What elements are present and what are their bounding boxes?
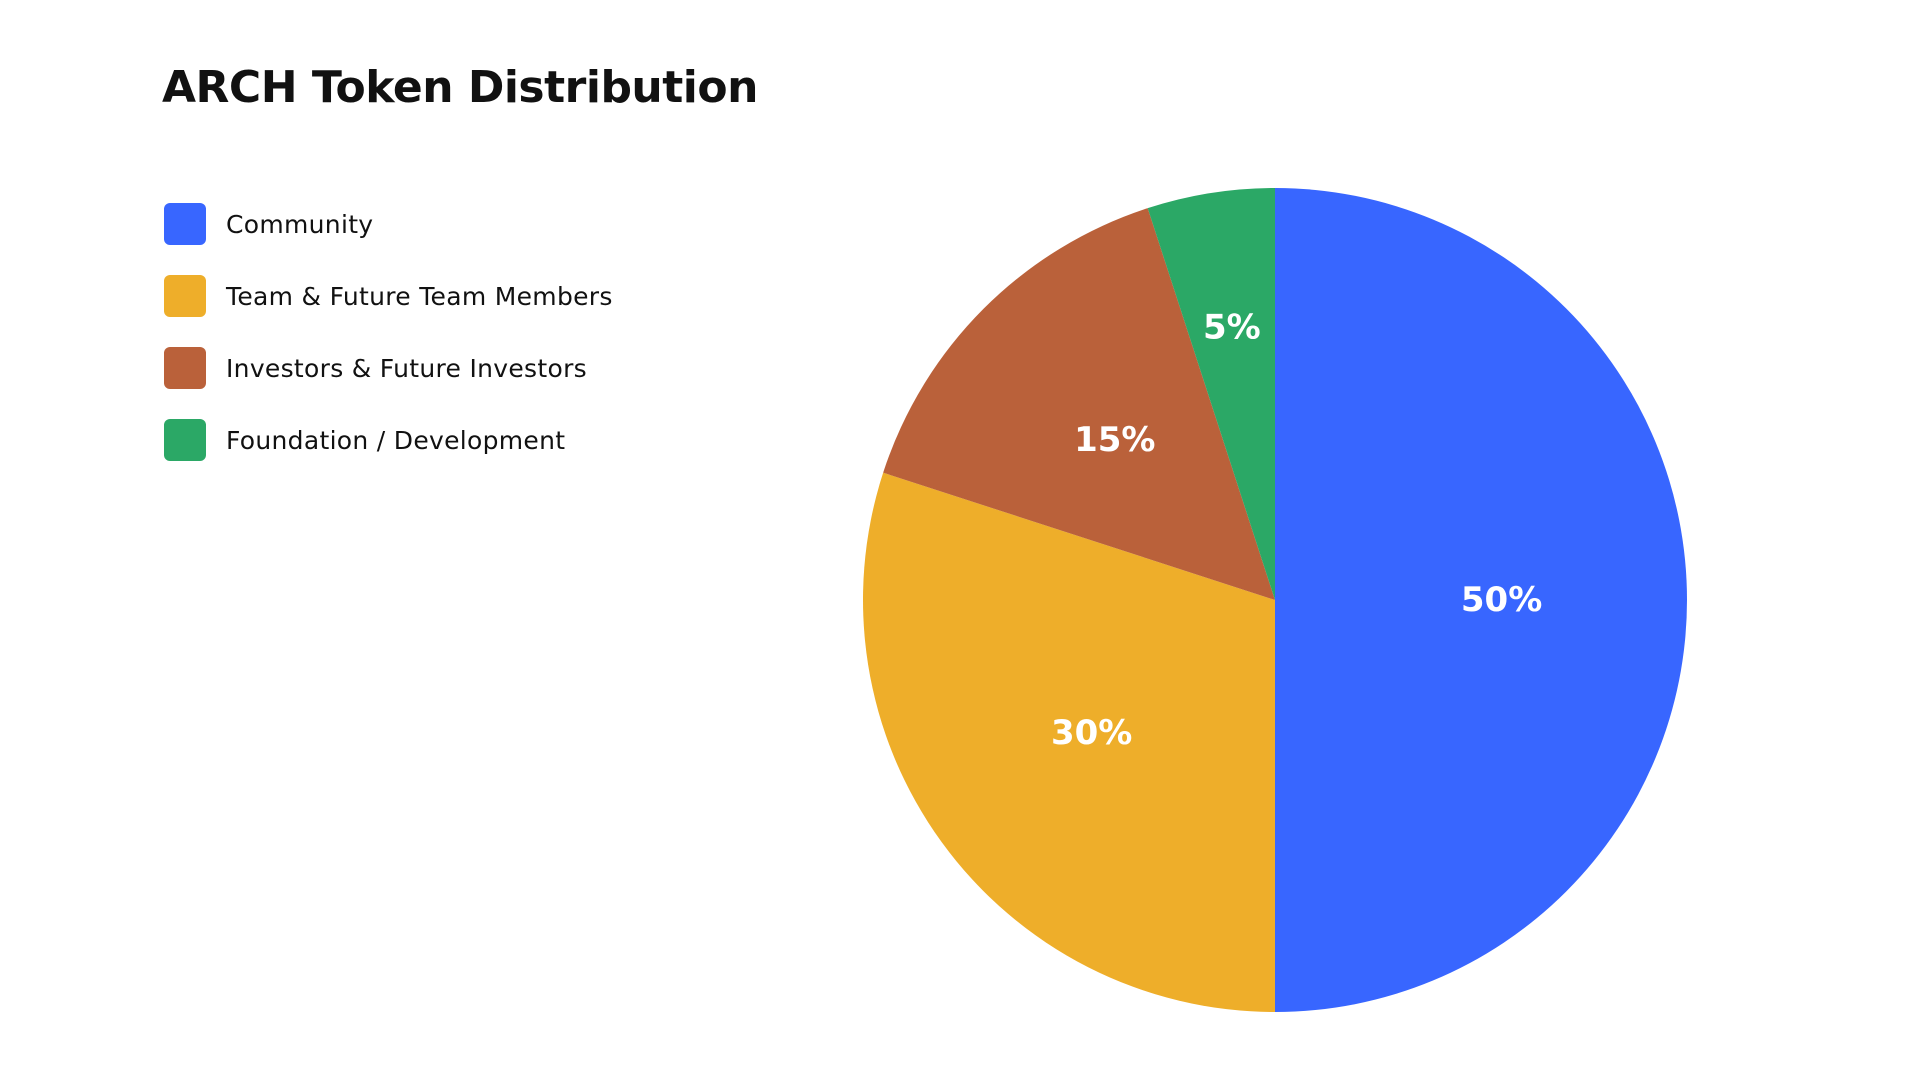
slice-team bbox=[863, 472, 1275, 1012]
slice-value-label: 15% bbox=[1074, 420, 1155, 460]
slice-value-label: 30% bbox=[1051, 713, 1132, 753]
legend-swatch bbox=[164, 203, 206, 245]
legend-swatch bbox=[164, 347, 206, 389]
legend-label: Foundation / Development bbox=[226, 425, 566, 455]
slice-value-label: 50% bbox=[1461, 580, 1542, 620]
chart-legend: Community Team & Future Team Members Inv… bbox=[164, 188, 613, 476]
legend-item-team: Team & Future Team Members bbox=[164, 260, 613, 332]
legend-item-community: Community bbox=[164, 188, 613, 260]
legend-label: Team & Future Team Members bbox=[226, 281, 613, 311]
slice-value-label: 5% bbox=[1203, 307, 1261, 347]
legend-label: Community bbox=[226, 209, 374, 239]
legend-label: Investors & Future Investors bbox=[226, 353, 587, 383]
chart-title: ARCH Token Distribution bbox=[162, 62, 758, 113]
slice-community bbox=[1275, 188, 1687, 1012]
slice-foundation bbox=[1147, 188, 1275, 600]
legend-swatch bbox=[164, 419, 206, 461]
legend-item-investors: Investors & Future Investors bbox=[164, 332, 613, 404]
legend-item-foundation: Foundation / Development bbox=[164, 404, 613, 476]
legend-swatch bbox=[164, 275, 206, 317]
slice-investors bbox=[883, 208, 1275, 600]
